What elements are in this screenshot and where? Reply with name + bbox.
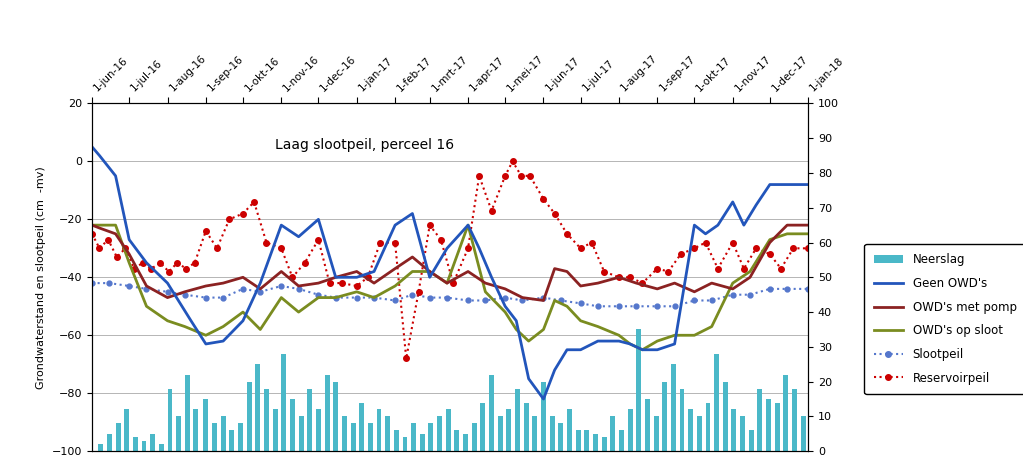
Bar <box>141 441 146 451</box>
Bar <box>481 402 485 451</box>
Bar <box>602 437 607 451</box>
Bar <box>741 416 745 451</box>
Bar <box>256 364 260 451</box>
Bar <box>463 434 469 451</box>
Bar <box>489 375 494 451</box>
Bar <box>731 409 737 451</box>
Bar <box>472 423 477 451</box>
Bar <box>290 399 295 451</box>
Bar <box>168 389 173 451</box>
Bar <box>584 431 589 451</box>
Bar <box>524 402 529 451</box>
Bar <box>549 416 554 451</box>
Bar <box>419 434 425 451</box>
Bar <box>221 416 226 451</box>
Bar <box>324 375 329 451</box>
Bar <box>437 416 442 451</box>
Bar <box>107 434 112 451</box>
Bar <box>133 437 138 451</box>
Bar <box>636 329 641 451</box>
Bar <box>662 382 667 451</box>
Bar <box>498 416 502 451</box>
Bar <box>359 402 364 451</box>
Bar <box>386 416 390 451</box>
Bar <box>706 402 710 451</box>
Bar <box>150 434 155 451</box>
Legend: Neerslag, Geen OWD's, OWD's met pomp, OWD's op sloot, Slootpeil, Reservoirpeil: Neerslag, Geen OWD's, OWD's met pomp, OW… <box>864 244 1023 394</box>
Bar <box>212 423 217 451</box>
Bar <box>238 423 242 451</box>
Bar <box>774 402 780 451</box>
Bar <box>714 354 719 451</box>
Bar <box>307 389 312 451</box>
Bar <box>749 431 754 451</box>
Bar <box>784 375 789 451</box>
Bar <box>394 431 399 451</box>
Bar <box>333 382 339 451</box>
Bar <box>299 416 304 451</box>
Bar <box>454 431 459 451</box>
Bar <box>411 423 416 451</box>
Bar <box>204 399 209 451</box>
Bar <box>264 389 269 451</box>
Bar <box>697 416 702 451</box>
Bar <box>541 382 546 451</box>
Bar <box>723 382 727 451</box>
Bar <box>559 423 564 451</box>
Bar <box>679 389 684 451</box>
Bar <box>124 409 129 451</box>
Bar <box>671 364 676 451</box>
Bar <box>627 409 632 451</box>
Y-axis label: Grondwaterstand en slootpeil (cm  -mv): Grondwaterstand en slootpeil (cm -mv) <box>37 166 46 389</box>
Bar <box>611 416 615 451</box>
Bar <box>368 423 372 451</box>
Bar <box>229 431 234 451</box>
Bar <box>429 423 434 451</box>
Bar <box>176 416 181 451</box>
Bar <box>644 399 650 451</box>
Bar <box>351 423 356 451</box>
Bar <box>98 444 103 451</box>
Bar <box>576 431 581 451</box>
Bar <box>342 416 347 451</box>
Bar <box>801 416 806 451</box>
Bar <box>766 399 771 451</box>
Bar <box>532 416 537 451</box>
Bar <box>515 389 520 451</box>
Bar <box>159 444 164 451</box>
Bar <box>619 431 624 451</box>
Bar <box>446 409 451 451</box>
Bar <box>316 409 321 451</box>
Bar <box>376 409 382 451</box>
Bar <box>281 354 286 451</box>
Bar <box>247 382 252 451</box>
Text: Laag slootpeil, perceel 16: Laag slootpeil, perceel 16 <box>274 138 454 152</box>
Bar <box>567 409 572 451</box>
Bar <box>654 416 659 451</box>
Bar <box>757 389 762 451</box>
Bar <box>506 409 512 451</box>
Bar <box>593 434 597 451</box>
Bar <box>688 409 694 451</box>
Bar <box>185 375 190 451</box>
Bar <box>116 423 121 451</box>
Bar <box>792 389 797 451</box>
Bar <box>273 409 277 451</box>
Bar <box>193 409 198 451</box>
Bar <box>402 437 407 451</box>
